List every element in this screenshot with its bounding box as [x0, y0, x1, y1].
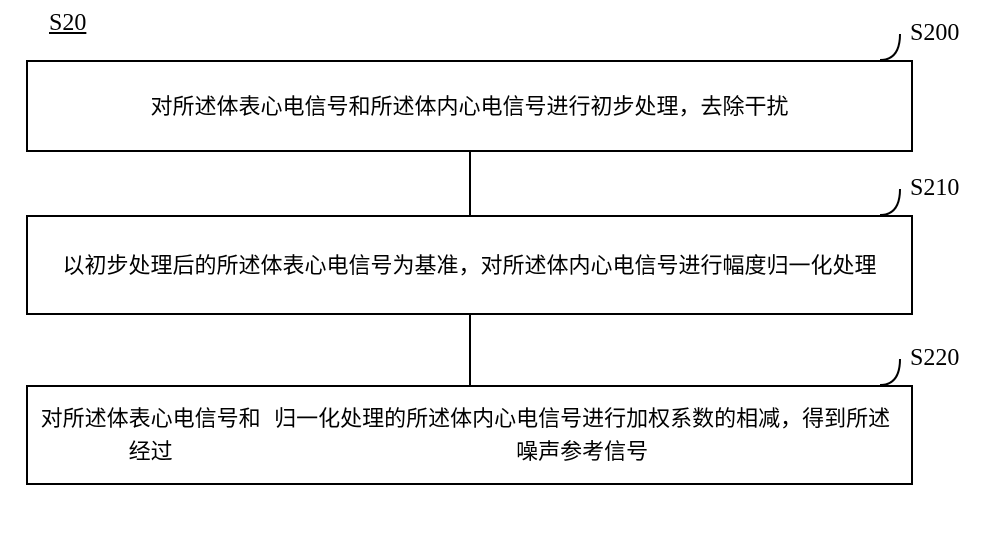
step-text-line: 以初步 — [62, 249, 128, 282]
main-label: S20 — [49, 10, 86, 37]
callout-curve-S210 — [878, 187, 902, 217]
step-text-line: 归一化处理的所述体内心电信号进行加权系数的相减，得到所述噪声参考信号 — [263, 402, 901, 468]
step-label-S200: S200 — [910, 20, 959, 47]
connector-1 — [469, 315, 471, 385]
callout-curve-S220 — [878, 357, 902, 387]
connector-0 — [469, 152, 471, 215]
callout-curve-S200 — [878, 32, 902, 62]
step-box-S220: 对所述体表心电信号和经过归一化处理的所述体内心电信号进行加权系数的相减，得到所述… — [26, 385, 913, 485]
step-text-line: 对所述体表心电信号和经过 — [38, 402, 263, 468]
step-text-line: 对所述体表心电信号和所述体内心电信号进行初步处理，去除干扰 — [150, 90, 788, 123]
step-label-S220: S220 — [910, 345, 959, 372]
step-text-line: 处理后的所述体表心电信号为基准，对所述体内心电信号进行幅度归一化处理 — [129, 249, 877, 282]
flowchart-canvas: S20 对所述体表心电信号和所述体内心电信号进行初步处理，去除干扰 S200 以初步… — [0, 0, 1000, 536]
step-label-S210: S210 — [910, 175, 959, 202]
step-box-S210: 以初步处理后的所述体表心电信号为基准，对所述体内心电信号进行幅度归一化处理 — [26, 215, 913, 315]
step-box-S200: 对所述体表心电信号和所述体内心电信号进行初步处理，去除干扰 — [26, 60, 913, 152]
